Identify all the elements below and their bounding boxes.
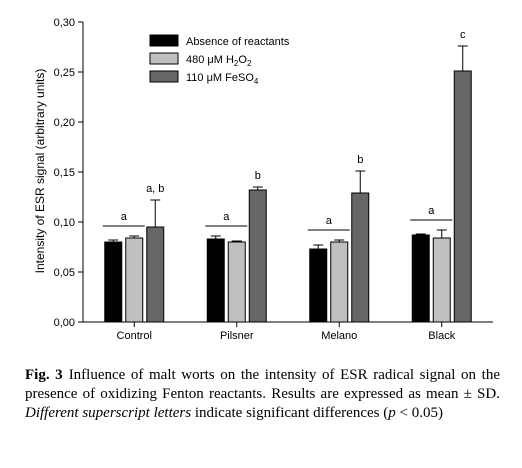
x-tick-label-control: Control [117, 330, 152, 342]
bar-melano-2 [351, 192, 370, 323]
y-tick-label: 0,05 [54, 267, 75, 279]
legend-swatch-absence [149, 34, 179, 47]
bar-black-1 [432, 237, 451, 323]
figure-caption: Fig. 3 Influence of malt worts on the int… [25, 366, 500, 423]
y-tick-label: 0,15 [54, 167, 75, 179]
bar-melano-1 [330, 241, 349, 323]
bar-black-2 [453, 70, 472, 323]
x-tick-label-melano: Melano [321, 330, 357, 342]
caption-label: Fig. 3 [25, 367, 63, 383]
bar-chart: 0,00 0,05 0,10 0,15 0,20 0,25 0,30 Control a a, b… [33, 17, 493, 342]
y-tick-label: 0,20 [54, 117, 75, 129]
bar-black-0 [411, 234, 430, 323]
significance-letter-melano: b [357, 154, 363, 166]
significance-letter-melano: a [326, 215, 333, 227]
significance-letter-control: a, b [146, 183, 164, 195]
bar-melano-0 [309, 248, 328, 323]
legend-label-feso4: 110 μM FeSO4 [186, 72, 259, 86]
legend-label-h2o2: 480 μM H2O2 [186, 54, 252, 68]
significance-letter-pilsner: a [223, 211, 230, 223]
bar-pilsner-2 [248, 189, 267, 323]
y-tick-label: 0,10 [54, 217, 75, 229]
y-axis-label: Intensity of ESR signal (arbitrary units… [33, 69, 47, 274]
significance-letter-black: c [460, 29, 466, 41]
y-tick-label: 0,30 [54, 17, 75, 29]
y-tick-label: 0,00 [54, 317, 75, 329]
bar-control-0 [104, 241, 123, 323]
significance-letter-control: a [121, 211, 128, 223]
legend: Absence of reactants 480 μM H2O2 110 μM … [149, 34, 290, 86]
bar-control-1 [125, 237, 144, 323]
caption-emphasis-1: Different superscript letters [25, 405, 192, 421]
x-tick-label-pilsner: Pilsner [220, 330, 254, 342]
y-tick-label: 0,25 [54, 67, 75, 79]
bar-pilsner-0 [206, 238, 225, 323]
legend-swatch-feso4 [149, 70, 179, 83]
legend-swatch-h2o2 [149, 52, 179, 65]
caption-text-1: Influence of malt worts on the intensity… [25, 367, 500, 402]
bar-pilsner-1 [227, 241, 246, 323]
bar-control-2 [146, 226, 165, 323]
significance-letter-pilsner: b [255, 170, 261, 182]
legend-label-absence: Absence of reactants [186, 36, 290, 48]
caption-text-3: < 0.05) [395, 405, 443, 421]
caption-emphasis-2: p [388, 405, 396, 421]
x-tick-label-black: Black [428, 330, 455, 342]
caption-text-2: indicate significant differences ( [191, 405, 389, 421]
plot-area: 0,00 0,05 0,10 0,15 0,20 0,25 0,30 Control a a, b… [54, 17, 493, 342]
significance-letter-black: a [428, 205, 435, 217]
